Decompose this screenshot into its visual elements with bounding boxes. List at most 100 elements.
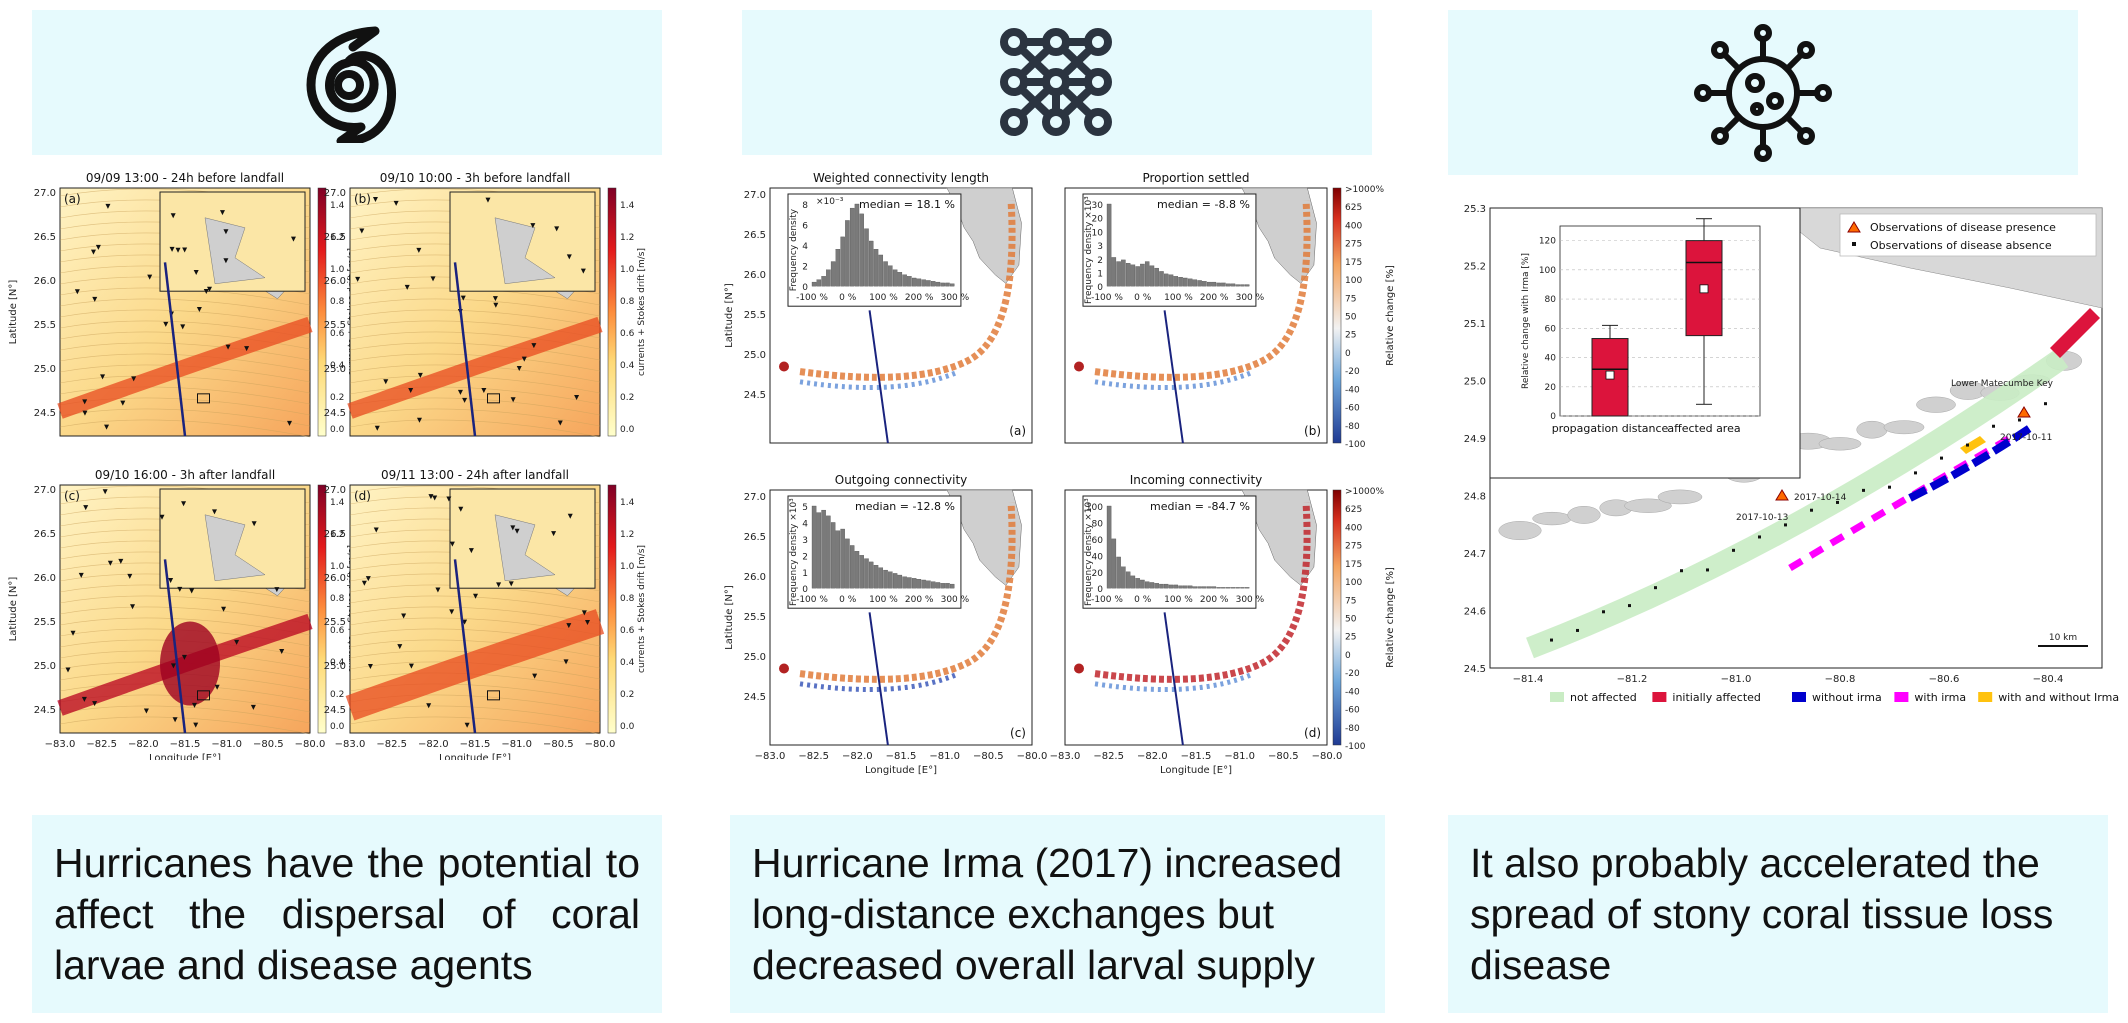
drifter-marker bbox=[516, 365, 522, 371]
histogram-bar bbox=[864, 558, 869, 589]
lon-tick: −81.5 bbox=[460, 739, 491, 750]
reef-tract bbox=[799, 200, 1016, 381]
lat-tick: 26.0 bbox=[324, 276, 346, 287]
histogram-bar bbox=[854, 203, 860, 287]
panel-label: (c) bbox=[64, 489, 80, 503]
current-map-d: 09/11 13:00 - 24h after landfall (d) 27.0 2… bbox=[324, 468, 647, 760]
lat-tick: 27.0 bbox=[324, 485, 346, 496]
drifter-marker bbox=[383, 379, 389, 385]
colorbar-tick: 50 bbox=[1345, 615, 1357, 625]
panel-label: (a) bbox=[64, 192, 81, 206]
colorbar-tick: 100 bbox=[1345, 578, 1362, 588]
colorbar-tick: 75 bbox=[1345, 294, 1356, 304]
panel-label: (a) bbox=[1009, 424, 1026, 438]
drifter-marker bbox=[81, 696, 87, 702]
map-title: 09/10 16:00 - 3h after landfall bbox=[95, 468, 275, 482]
category-legend: not affected initially affected without ir… bbox=[1550, 691, 2119, 704]
drifter-marker bbox=[163, 321, 169, 327]
icon-banner bbox=[1448, 10, 2078, 175]
lon-tick: −83.0 bbox=[1050, 751, 1081, 762]
drifter-marker bbox=[219, 210, 225, 216]
hist-x-tick: 0 % bbox=[839, 595, 857, 605]
lon-tick: −80.0 bbox=[295, 739, 326, 750]
drifter-marker bbox=[521, 356, 527, 362]
lat-tick: 26.5 bbox=[744, 532, 766, 543]
colorbar-tick: 0 bbox=[1345, 651, 1351, 661]
lon-tick: −81.5 bbox=[886, 751, 917, 762]
streamline bbox=[349, 639, 601, 658]
drifter-marker bbox=[82, 399, 88, 405]
lon-tick: −81.5 bbox=[1181, 751, 1212, 762]
drifter-marker bbox=[581, 610, 587, 616]
reef-not-affected bbox=[1526, 348, 2069, 659]
lat-tick: 24.5 bbox=[744, 390, 766, 401]
caption-text: It also probably accelerated the spread … bbox=[1470, 839, 2054, 988]
drifter-marker bbox=[95, 244, 101, 250]
hist-y-tick: 20 bbox=[1092, 569, 1104, 579]
histogram-bar bbox=[1154, 267, 1159, 287]
hist-y-tick: 0 bbox=[1097, 585, 1103, 595]
category-label: without irma bbox=[1812, 691, 1882, 704]
histogram-bar bbox=[916, 579, 922, 589]
histogram-bar bbox=[950, 283, 955, 287]
drifter-marker bbox=[449, 541, 455, 547]
streamline bbox=[349, 309, 601, 328]
colorbar-tick: 625 bbox=[1345, 505, 1362, 515]
histogram-bar bbox=[1211, 586, 1217, 589]
colorbar-tick: 0.4 bbox=[620, 658, 635, 668]
colorbar-tick: 0.0 bbox=[620, 425, 635, 435]
drifter-marker bbox=[416, 247, 422, 253]
drifter-marker bbox=[100, 374, 106, 380]
colorbar-tick: 0.8 bbox=[330, 594, 345, 604]
histogram-bar bbox=[950, 583, 955, 589]
drifter-marker bbox=[551, 531, 557, 537]
drifter-marker bbox=[493, 302, 499, 308]
hist-x-tick: 200 % bbox=[905, 595, 934, 605]
histogram-bar bbox=[840, 236, 845, 287]
drifter-marker bbox=[127, 573, 133, 579]
category-label: initially affected bbox=[1672, 691, 1761, 704]
column-hurricanes: 09/09 13:00 - 24h before landfall (a) 27.0… bbox=[0, 0, 680, 1023]
key-island bbox=[1916, 396, 1956, 413]
drifter-marker bbox=[372, 196, 378, 202]
reef-tract bbox=[1094, 200, 1311, 381]
drifter-marker bbox=[457, 389, 463, 395]
histogram-bar bbox=[892, 573, 898, 589]
hist-x-tick: 0 % bbox=[1134, 595, 1152, 605]
histogram-bar bbox=[849, 207, 855, 287]
drifter-marker bbox=[90, 249, 96, 255]
histogram-bar bbox=[930, 581, 936, 589]
lon-tick: −81.4 bbox=[1513, 674, 1544, 685]
streamline bbox=[349, 298, 601, 317]
colorbar-tick: -60 bbox=[1345, 706, 1360, 716]
drifter-marker bbox=[193, 269, 199, 275]
lat-tick: 25.0 bbox=[324, 661, 346, 672]
reef-patch bbox=[1074, 361, 1084, 372]
drifter-marker bbox=[207, 286, 213, 292]
y-tick: 120 bbox=[1539, 237, 1556, 247]
x-tick: propagation distance bbox=[1552, 422, 1669, 435]
histogram-bar bbox=[1149, 582, 1155, 589]
absence-marker bbox=[1992, 424, 1995, 428]
histogram-bar bbox=[826, 269, 831, 287]
drifter-marker bbox=[432, 495, 438, 501]
colorbar-tick: -20 bbox=[1345, 367, 1360, 377]
absence-marker bbox=[1680, 569, 1683, 573]
lat-tick: 26.5 bbox=[324, 529, 346, 540]
drifter-marker bbox=[554, 226, 560, 232]
lon-label: Longitude [E°] bbox=[1160, 765, 1232, 776]
hist-y-tick: 30 bbox=[1092, 201, 1104, 211]
hist-x-tick: 300 % bbox=[1236, 595, 1265, 605]
colorbar-tick: >1000% bbox=[1345, 487, 1384, 497]
absence-marker bbox=[1654, 586, 1657, 590]
lat-tick: 25.0 bbox=[744, 652, 766, 663]
histogram-bar bbox=[1135, 266, 1140, 287]
focus-box bbox=[487, 393, 500, 404]
drifter-marker bbox=[361, 580, 367, 586]
drifter-marker bbox=[189, 588, 195, 594]
hist-x-tick: -100 % bbox=[1091, 293, 1123, 303]
category-swatch bbox=[1652, 692, 1667, 702]
focus-box bbox=[197, 393, 210, 404]
drifter-marker bbox=[70, 630, 76, 636]
